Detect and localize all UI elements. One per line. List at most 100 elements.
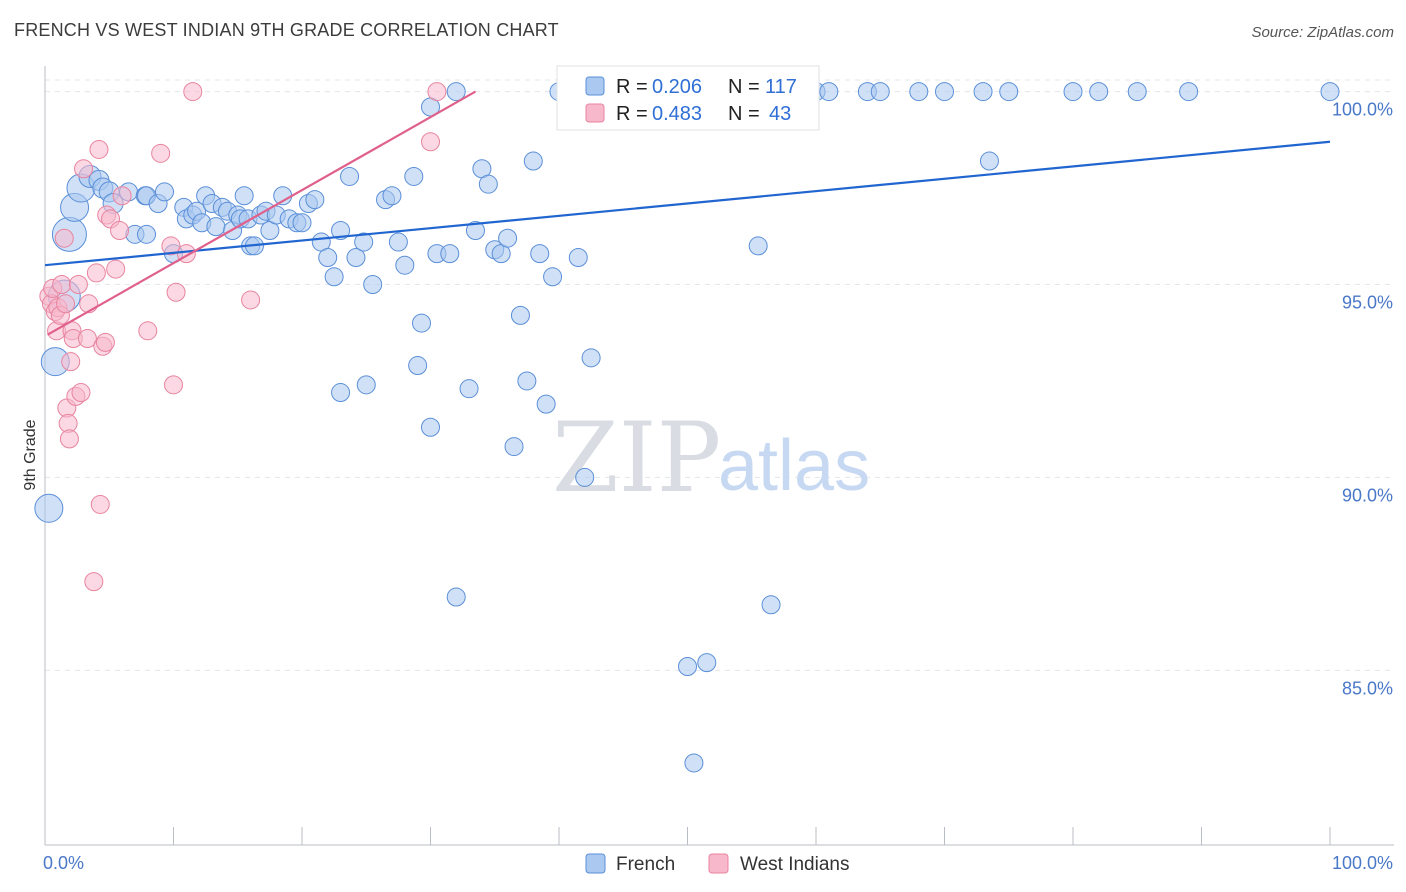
watermark-atlas: atlas	[718, 426, 870, 506]
french-point	[1179, 82, 1199, 102]
french-point	[543, 267, 563, 287]
west-indian-point	[54, 228, 74, 248]
chart-title: FRENCH VS WEST INDIAN 9TH GRADE CORRELAT…	[14, 20, 559, 40]
west-indian-point	[161, 236, 181, 256]
french-point	[137, 224, 157, 244]
french-point	[465, 220, 485, 240]
french-point	[498, 228, 518, 248]
legend-n-label-west-indians: N =	[728, 103, 760, 125]
west-indian-point	[151, 143, 171, 163]
bottom-legend-swatch-french	[585, 853, 606, 874]
west-indian-point	[95, 332, 115, 352]
french-point	[684, 753, 704, 773]
french-point	[324, 267, 344, 287]
french-point	[340, 166, 360, 186]
french-point	[459, 379, 479, 399]
french-point	[510, 305, 530, 325]
french-point	[421, 417, 440, 437]
grid	[45, 79, 1394, 671]
west-indian-point	[138, 321, 158, 341]
french-point	[678, 657, 697, 677]
french-point	[292, 213, 312, 233]
west-indian-point	[52, 275, 72, 295]
french-point	[388, 232, 408, 252]
west-indian-point	[90, 494, 110, 514]
french-point	[318, 247, 338, 267]
west-indian-point	[68, 275, 88, 295]
french-point	[446, 82, 466, 102]
west-indian-point	[421, 132, 440, 152]
french-point	[1127, 82, 1147, 102]
legend-n-value-french: 117	[765, 76, 797, 98]
french-point	[536, 394, 556, 414]
french-point	[999, 82, 1019, 102]
bottom-legend-swatch-west-indians	[708, 853, 729, 874]
french-point	[517, 371, 537, 391]
french-point	[504, 437, 524, 457]
french-point	[581, 348, 601, 368]
french-point	[530, 244, 550, 264]
source-label: Source: ZipAtlas.com	[1251, 24, 1394, 41]
west-indian-points	[39, 82, 447, 592]
french-point	[819, 82, 839, 102]
axes	[44, 66, 1394, 846]
french-point	[412, 313, 432, 333]
west-indian-point	[106, 259, 126, 279]
french-point	[331, 220, 351, 240]
west-indian-point	[71, 383, 91, 403]
y-tick-label: 100.0%	[1332, 100, 1393, 120]
french-point	[909, 82, 929, 102]
french-point	[935, 82, 954, 102]
west-indian-point	[112, 186, 132, 206]
west-indian-point	[86, 263, 106, 283]
french-point	[354, 232, 374, 252]
bottom-legend-label-west-indians: West Indians	[740, 854, 849, 875]
french-point	[331, 383, 351, 403]
y-tick-label: 90.0%	[1342, 485, 1393, 505]
french-point	[1320, 82, 1340, 102]
west-indian-point	[74, 159, 94, 179]
west-indian-point	[166, 282, 186, 302]
west-indian-point	[61, 352, 81, 372]
legend-r-label-west-indians: R =	[616, 103, 648, 125]
french-point	[404, 166, 424, 186]
west-indian-point	[84, 572, 104, 592]
french-point	[395, 255, 415, 275]
french-point	[973, 82, 993, 102]
west-indian-point	[183, 82, 203, 102]
y-tick-labels: 85.0% 90.0% 95.0% 100.0%	[1332, 100, 1393, 699]
legend-swatch-french	[585, 76, 605, 96]
french-point	[446, 587, 466, 607]
bottom-legend: French West Indians	[585, 853, 849, 875]
west-indian-point	[110, 220, 130, 240]
trend-lines	[44, 90, 1331, 336]
west-indian-point	[89, 139, 109, 159]
french-point	[440, 244, 460, 264]
y-tick-label: 95.0%	[1342, 293, 1393, 313]
french-trend-line	[44, 140, 1331, 267]
watermark: ZIP atlas	[552, 402, 870, 514]
x-tick-labels: 0.0% 100.0%	[43, 853, 1393, 873]
french-point	[478, 174, 498, 194]
french-point	[761, 595, 781, 615]
legend-r-value-west-indians: 0.483	[652, 103, 702, 125]
french-point	[870, 82, 890, 102]
french-point	[575, 467, 595, 487]
french-point	[206, 217, 226, 237]
french-point	[34, 493, 64, 523]
y-axis-label: 9th Grade	[22, 419, 39, 490]
french-point	[305, 190, 325, 210]
west-indian-trend-line	[47, 90, 477, 336]
legend-n-label-french: N =	[728, 76, 760, 98]
legend-r-value-french: 0.206	[652, 76, 702, 98]
x-tick-label: 0.0%	[43, 853, 84, 873]
french-point	[1063, 82, 1083, 102]
french-point	[697, 653, 717, 673]
french-point	[346, 247, 366, 267]
french-point	[382, 186, 402, 206]
legend-swatch-west-indians	[585, 103, 605, 123]
west-indian-point	[56, 294, 76, 314]
french-point	[979, 151, 999, 171]
top-legend: R = 0.206 N = 117 R = 0.483 N = 43	[556, 65, 820, 131]
